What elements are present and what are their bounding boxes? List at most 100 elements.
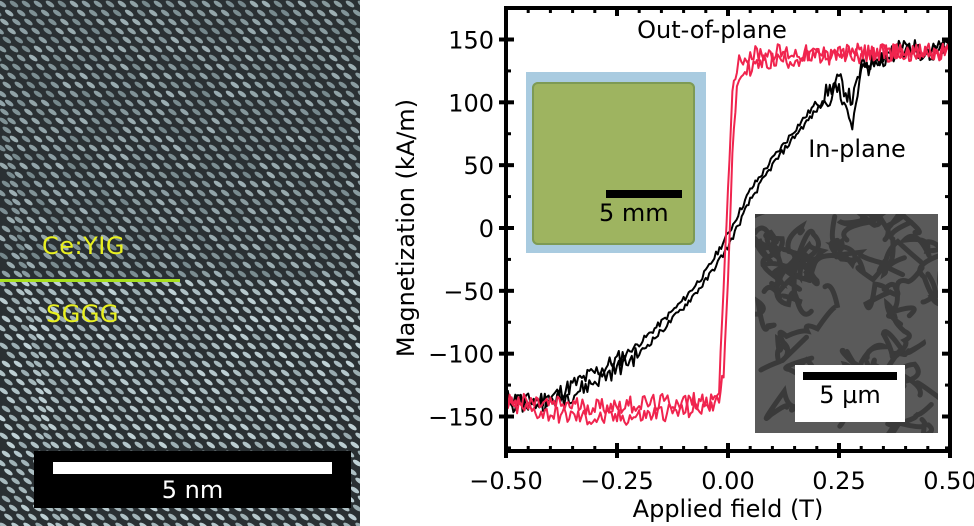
lattice-atom bbox=[91, 297, 100, 305]
lattice-atom bbox=[105, 90, 115, 98]
lattice-atom bbox=[357, 225, 360, 233]
lattice-atom bbox=[328, 324, 338, 332]
lattice-atom bbox=[4, 99, 14, 107]
x-axis-title: Applied field (T) bbox=[633, 495, 824, 523]
lattice-atom bbox=[76, 99, 86, 107]
lattice-atom bbox=[177, 135, 187, 143]
lattice-atom bbox=[331, 387, 340, 395]
lattice-atom bbox=[252, 63, 261, 71]
lattice-atom bbox=[67, 27, 76, 35]
lattice-atom bbox=[297, 45, 307, 53]
lattice-atom bbox=[288, 153, 297, 161]
lattice-atom bbox=[60, 333, 69, 341]
lattice-atom bbox=[276, 198, 285, 206]
lattice-atom bbox=[100, 144, 110, 152]
lattice-atom bbox=[158, 261, 168, 269]
lattice-atom bbox=[134, 351, 144, 359]
lattice-atom bbox=[79, 432, 88, 440]
lattice-atom bbox=[1, 360, 11, 368]
lattice-atom bbox=[326, 351, 336, 359]
lattice-atom bbox=[182, 396, 192, 404]
lattice-atom bbox=[216, 423, 225, 431]
lattice-atom bbox=[0, 459, 6, 467]
lattice-atom bbox=[338, 171, 348, 179]
lattice-atom bbox=[240, 18, 249, 26]
lattice-atom bbox=[333, 405, 343, 413]
lattice-atom bbox=[38, 171, 48, 179]
lattice-atom bbox=[115, 432, 124, 440]
lattice-atom bbox=[11, 342, 20, 350]
lattice-atom bbox=[283, 432, 292, 440]
lattice-atom bbox=[40, 54, 50, 62]
lattice-atom bbox=[216, 18, 225, 26]
lattice-atom bbox=[352, 234, 360, 242]
lattice-atom bbox=[172, 189, 182, 197]
lattice-atom bbox=[62, 36, 72, 44]
lattice-atom bbox=[328, 144, 338, 152]
lattice-atom bbox=[127, 432, 136, 440]
lattice-atom bbox=[273, 135, 283, 143]
lattice-atom bbox=[357, 45, 360, 53]
lattice-atom bbox=[60, 378, 69, 386]
lattice-atom bbox=[278, 261, 288, 269]
lattice-atom bbox=[156, 198, 165, 206]
lattice-atom bbox=[0, 504, 6, 512]
lattice-atom bbox=[151, 342, 160, 350]
lattice-atom bbox=[112, 9, 122, 17]
lattice-atom bbox=[285, 180, 295, 188]
lattice-atom bbox=[108, 153, 117, 161]
lattice-atom bbox=[141, 135, 151, 143]
lattice-atom bbox=[228, 423, 237, 431]
lattice-atom bbox=[108, 378, 117, 386]
lattice-atom bbox=[252, 18, 261, 26]
lattice-atom bbox=[40, 144, 50, 152]
lattice-atom bbox=[259, 522, 268, 526]
x-tick-label: −0.25 bbox=[580, 467, 654, 495]
lattice-atom bbox=[163, 432, 172, 440]
lattice-atom bbox=[129, 180, 139, 188]
lattice-atom bbox=[115, 207, 124, 215]
lattice-atom bbox=[117, 225, 127, 233]
lattice-atom bbox=[43, 252, 52, 260]
lattice-atom bbox=[204, 108, 213, 116]
lattice-atom bbox=[316, 99, 326, 107]
lattice-atom bbox=[153, 315, 163, 323]
lattice-atom bbox=[18, 261, 28, 269]
lattice-atom bbox=[36, 198, 45, 206]
lattice-atom bbox=[196, 279, 206, 287]
lattice-atom bbox=[172, 99, 182, 107]
lattice-atom bbox=[165, 225, 175, 233]
lattice-atom bbox=[0, 27, 4, 35]
lattice-atom bbox=[33, 360, 43, 368]
lattice-atom bbox=[158, 396, 168, 404]
lattice-atom bbox=[264, 18, 273, 26]
lattice-atom bbox=[6, 171, 16, 179]
lattice-atom bbox=[141, 0, 151, 8]
lattice-atom bbox=[74, 396, 84, 404]
lattice-atom bbox=[117, 45, 127, 53]
lattice-atom bbox=[192, 243, 201, 251]
lattice-atom bbox=[72, 18, 81, 26]
lattice-atom bbox=[182, 351, 192, 359]
lattice-atom bbox=[134, 81, 144, 89]
lattice-atom bbox=[96, 198, 105, 206]
lattice-atom bbox=[225, 225, 235, 233]
lattice-atom bbox=[331, 207, 340, 215]
lattice-atom bbox=[134, 216, 144, 224]
lattice-atom bbox=[355, 72, 360, 80]
lattice-atom bbox=[304, 54, 314, 62]
lattice-atom bbox=[278, 126, 288, 134]
lattice-atom bbox=[256, 414, 266, 422]
lattice-atom bbox=[158, 351, 168, 359]
lattice-atom bbox=[7, 162, 16, 170]
lattice-atom bbox=[120, 423, 129, 431]
lattice-atom bbox=[240, 513, 249, 521]
lattice-atom bbox=[283, 252, 292, 260]
lattice-atom bbox=[151, 387, 160, 395]
lattice-atom bbox=[252, 243, 261, 251]
lattice-atom bbox=[72, 513, 81, 521]
lattice-atom bbox=[4, 243, 13, 251]
lattice-atom bbox=[84, 198, 93, 206]
lattice-atom bbox=[244, 9, 254, 17]
lattice-atom bbox=[288, 288, 297, 296]
